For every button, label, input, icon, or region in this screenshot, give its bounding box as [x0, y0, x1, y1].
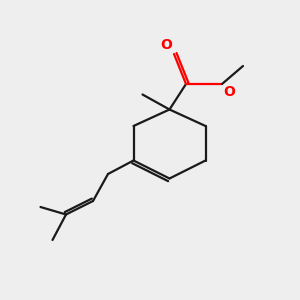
Text: O: O	[160, 38, 172, 52]
Text: O: O	[223, 85, 235, 100]
